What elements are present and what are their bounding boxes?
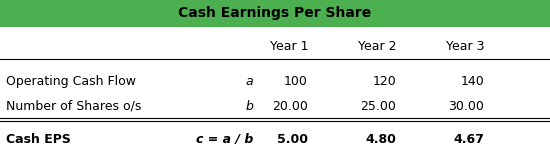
Text: 120: 120: [372, 75, 396, 88]
Text: Number of Shares o/s: Number of Shares o/s: [6, 100, 141, 113]
Text: 25.00: 25.00: [360, 100, 396, 113]
Text: 4.67: 4.67: [453, 133, 484, 144]
Text: a: a: [245, 75, 253, 88]
FancyBboxPatch shape: [0, 0, 550, 27]
Text: Operating Cash Flow: Operating Cash Flow: [6, 75, 135, 88]
Text: Cash EPS: Cash EPS: [6, 133, 70, 144]
Text: 5.00: 5.00: [277, 133, 308, 144]
Text: 20.00: 20.00: [272, 100, 308, 113]
Text: 4.80: 4.80: [365, 133, 396, 144]
Text: Year 2: Year 2: [358, 40, 396, 53]
Text: 30.00: 30.00: [448, 100, 484, 113]
Text: 100: 100: [284, 75, 308, 88]
Text: Year 1: Year 1: [270, 40, 308, 53]
Text: 140: 140: [460, 75, 484, 88]
Text: Year 3: Year 3: [446, 40, 484, 53]
Text: c = a / b: c = a / b: [196, 133, 253, 144]
Text: b: b: [245, 100, 253, 113]
Text: Cash Earnings Per Share: Cash Earnings Per Share: [178, 6, 372, 20]
